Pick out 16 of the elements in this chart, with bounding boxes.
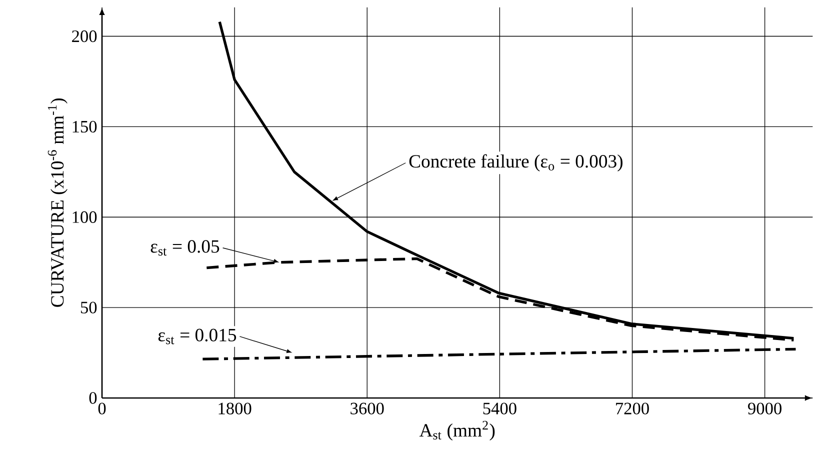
- annotation: ε$_{st}$ = 0.015: [158, 328, 236, 344]
- x-tick-label: 1800: [218, 402, 252, 414]
- y-tick-label: 150: [72, 120, 97, 133]
- x-tick-label: 5400: [483, 402, 516, 414]
- annotation: Concrete failure (ε$_{o}$ = 0.003): [409, 154, 622, 172]
- y-tick-label: 50: [80, 302, 97, 314]
- y-axis-title: CURVATURE (x10$^{-6}$ mm$^{-1}$): [48, 98, 68, 307]
- y-tick-label: 100: [72, 211, 97, 223]
- x-tick-label: 9000: [748, 402, 782, 414]
- annotation: ε$_{st}$ = 0.05: [150, 240, 220, 256]
- y-tick-label: 0: [89, 392, 97, 404]
- x-tick-label: 0: [98, 402, 106, 414]
- x-axis-title: A$_{st}$ (mm$^{2}$): [419, 420, 495, 440]
- x-tick-label: 7200: [616, 402, 649, 414]
- y-tick-label: 200: [72, 30, 97, 42]
- x-tick-label: 3600: [350, 402, 384, 414]
